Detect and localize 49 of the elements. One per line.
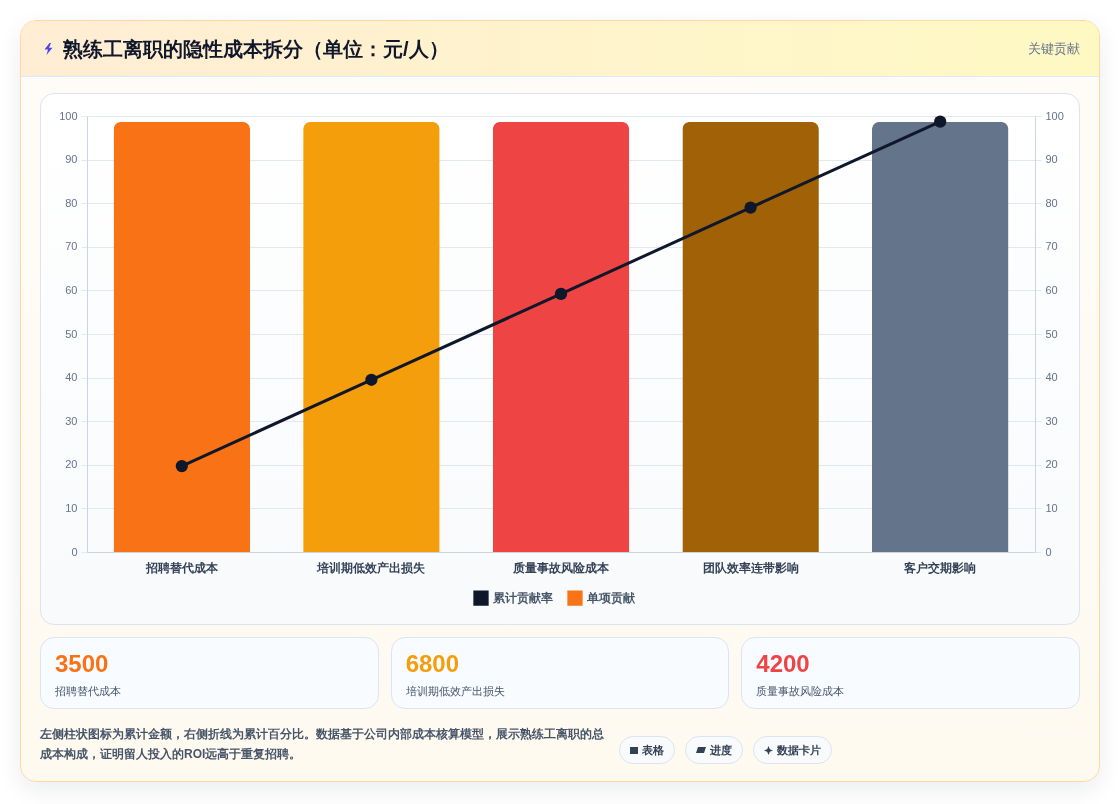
legend-label: 单项贡献: [586, 591, 636, 606]
chart-title: 熟练工离职的隐性成本拆分（单位：元/人）: [63, 37, 449, 62]
y2-tick-label: 70: [1045, 240, 1058, 253]
category-label: 质量事故风险成本: [756, 684, 845, 699]
text: 关键贡献: [1028, 40, 1080, 58]
y-tick-label: 80: [65, 196, 78, 209]
y-tick-label: 100: [59, 109, 78, 122]
x-tick-label: 团队效率连带影响: [702, 560, 799, 575]
y-tick-label: 50: [65, 327, 78, 340]
stat-card: 3500 招聘替代成本: [40, 637, 379, 709]
pill-button: 进度: [685, 736, 743, 764]
point: [175, 460, 188, 473]
category-label: 招聘替代成本: [55, 684, 121, 699]
y-tick-label: 60: [65, 283, 78, 296]
x-tick-label: 客户交期影响: [903, 560, 977, 575]
y-tick-label: 10: [65, 501, 78, 514]
y2-tick-label: 40: [1045, 371, 1058, 384]
y-tick-label: 70: [65, 240, 78, 253]
text: 左侧柱状图标为累计金额，右侧折线为累计百分比。数据基于公司内部成本核算模型，展示熟练工离职的总成本构成，证明留人投入的ROI远高于重复招聘。: [40, 726, 605, 763]
y2-tick-label: 30: [1045, 414, 1058, 427]
stat-card: 6800 培训期低效产出损失: [390, 637, 730, 709]
y-tick-label: 40: [65, 371, 78, 384]
y-tick-label: 30: [65, 414, 78, 427]
pill-button: 表格: [619, 736, 675, 764]
category-label: 培训期低效产出损失: [405, 684, 505, 699]
x-tick-label: 培训期低效产出损失: [316, 560, 427, 575]
legend-label: 累计贡献率: [492, 591, 553, 606]
y2-tick-label: 80: [1045, 196, 1058, 209]
data-label: 6800: [405, 650, 460, 678]
x-tick-label: 招聘替代成本: [144, 560, 219, 575]
data-label: 3500: [55, 650, 109, 678]
pill-button: 数据卡片: [753, 736, 832, 764]
stat-card: 4200 质量事故风险成本: [741, 637, 1080, 709]
y2-tick-label: 60: [1045, 283, 1058, 296]
y2-tick-label: 90: [1045, 153, 1058, 166]
y2-tick-label: 20: [1045, 458, 1058, 471]
y2-tick-label: 100: [1045, 109, 1064, 122]
point: [934, 115, 947, 128]
point: [744, 201, 757, 214]
y2-tick-label: 10: [1045, 501, 1058, 514]
data-label: 4200: [756, 650, 810, 678]
x-tick-label: 质量事故风险成本: [512, 560, 610, 575]
y2-tick-label: 0: [1045, 545, 1052, 558]
y-tick-label: 20: [65, 458, 78, 471]
y-tick-label: 0: [71, 545, 78, 558]
point: [365, 373, 378, 386]
y2-tick-label: 50: [1045, 327, 1058, 340]
y-tick-label: 90: [65, 153, 78, 166]
point: [554, 287, 568, 300]
